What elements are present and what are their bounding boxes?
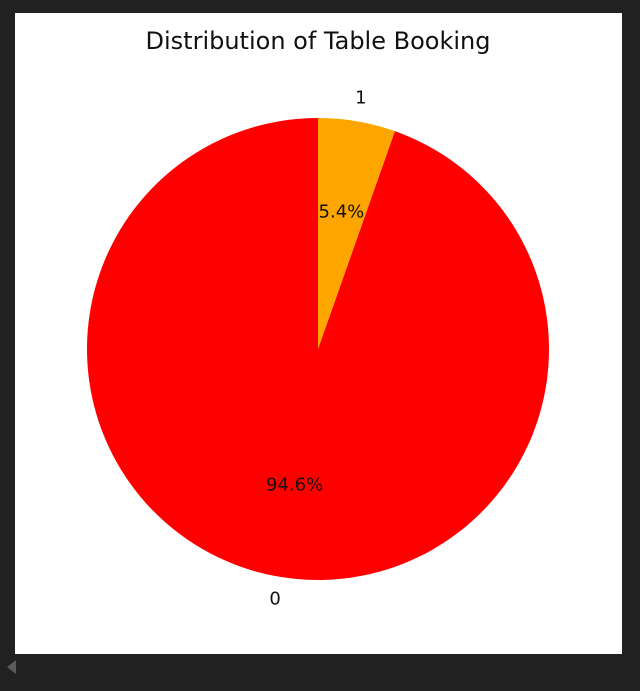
output-figure: Distribution of Table Booking 0 94.6% 1 5.4… bbox=[15, 13, 622, 654]
chart-title: Distribution of Table Booking bbox=[146, 27, 491, 55]
pie-slice-1 bbox=[318, 118, 395, 349]
slice-percent-0: 94.6% bbox=[266, 475, 323, 496]
pie-chart: Distribution of Table Booking 0 94.6% 1 5.4… bbox=[87, 27, 550, 609]
slice-percent-1: 5.4% bbox=[319, 201, 365, 222]
slice-label-1: 1 bbox=[355, 88, 366, 109]
scroll-left-arrow-icon[interactable] bbox=[7, 660, 16, 674]
slice-label-0: 0 bbox=[269, 588, 280, 609]
